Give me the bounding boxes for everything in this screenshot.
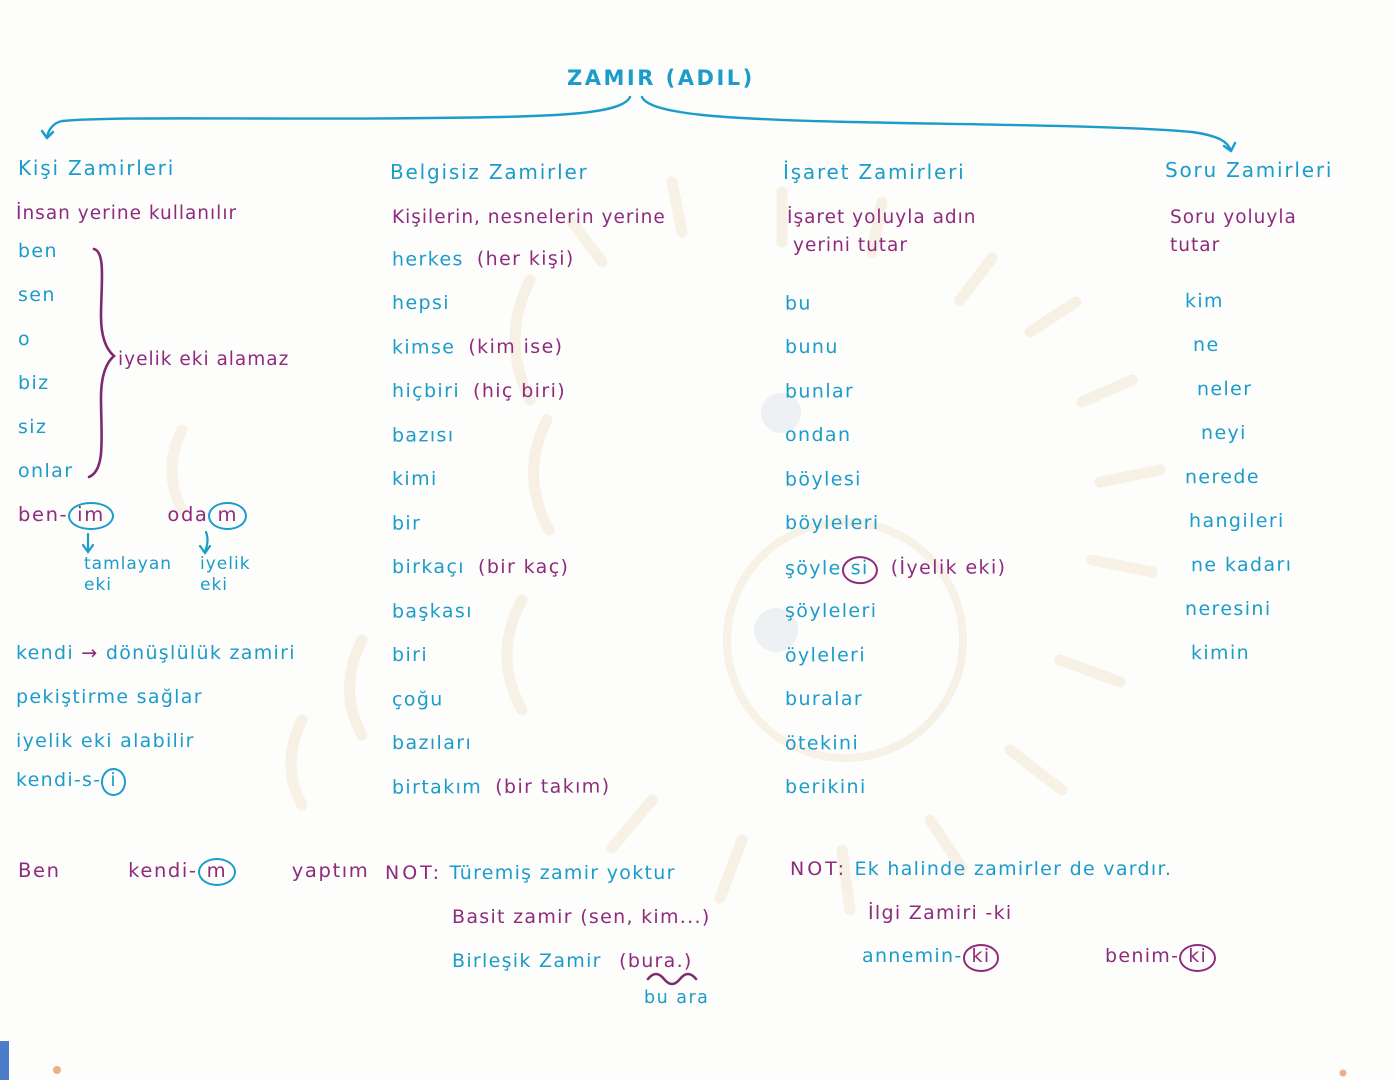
kendisi-example: kendi-s-i bbox=[16, 768, 127, 796]
list-item: neresini bbox=[1185, 598, 1272, 620]
suffix-label-tamlayan: tamlayan eki bbox=[84, 554, 173, 595]
list-item: kim bbox=[1184, 290, 1225, 313]
list-item: kimi bbox=[392, 468, 438, 490]
list-item: berikini bbox=[785, 776, 867, 798]
list-item: kimse (kim ise) bbox=[391, 335, 564, 359]
kendi-note: pekiştirme sağlar bbox=[16, 686, 203, 708]
pronoun-item: sen bbox=[18, 284, 56, 306]
list-item: neyi bbox=[1201, 422, 1247, 444]
wavy-underline bbox=[646, 972, 698, 986]
circled-suffix: ki bbox=[962, 944, 1000, 972]
pronoun-item: o bbox=[17, 328, 32, 351]
ilgi-example-2: benim-ki bbox=[1105, 944, 1217, 972]
interrogative-pronoun-list: kim ne neler neyi nerede hangileri ne ka… bbox=[1184, 290, 1293, 686]
personal-pronoun-list: ben sen o biz siz onlar bbox=[18, 240, 73, 504]
list-item: öyleleri bbox=[784, 644, 867, 667]
list-item: başkası bbox=[391, 600, 473, 623]
arrow-right: → bbox=[81, 642, 99, 664]
scan-artifact bbox=[1339, 1069, 1347, 1077]
list-item: buralar bbox=[785, 688, 864, 710]
list-item: ondan bbox=[785, 424, 852, 446]
brace-note: iyelik eki alamaz bbox=[118, 349, 290, 370]
list-item: bazıları bbox=[392, 732, 473, 754]
desc-kisi: İnsan yerine kullanılır bbox=[16, 203, 238, 224]
suffix-arrows bbox=[81, 530, 212, 555]
list-item: birtakım (bir takım) bbox=[391, 775, 611, 799]
list-item: ne kadarı bbox=[1190, 553, 1293, 577]
brace bbox=[87, 247, 116, 479]
pronoun-item: biz bbox=[18, 372, 50, 394]
note-belgisiz-line2: Basit zamir (sen, kim...) bbox=[452, 906, 711, 928]
list-item: bunlar bbox=[784, 380, 855, 403]
pronoun-item: onlar bbox=[18, 460, 74, 482]
pronoun-item: ben bbox=[17, 239, 58, 263]
kendi-note: iyelik eki alabilir bbox=[16, 730, 195, 752]
list-item: bu bbox=[784, 292, 812, 315]
note-belgisiz-annotation: bu ara bbox=[644, 988, 710, 1008]
list-item: ne bbox=[1193, 334, 1220, 356]
indefinite-pronoun-list: herkes (her kişi) hepsi kimse (kim ise) hi… bbox=[392, 248, 611, 820]
circled-suffix: i bbox=[101, 768, 127, 796]
ilgi-example-1: annemin-ki bbox=[862, 944, 1000, 972]
list-item: birkaçı (bir kaç) bbox=[392, 556, 570, 578]
kendi-line: kendi → dönüşlülük zamiri bbox=[16, 642, 296, 664]
circled-suffix: im bbox=[68, 502, 114, 531]
desc-belgisiz: Kişilerin, nesnelerin yerine bbox=[392, 207, 666, 228]
desc-soru: Soru yoluyla tutar bbox=[1170, 207, 1297, 256]
list-item: ötekini bbox=[784, 732, 860, 755]
circled-suffix: ki bbox=[1179, 944, 1217, 972]
circled-suffix: si bbox=[841, 556, 878, 585]
list-item-soylesi: şöyle si (İyelik eki) bbox=[785, 555, 1007, 600]
list-item: bir bbox=[391, 512, 422, 535]
list-item: şöyleleri bbox=[785, 600, 878, 622]
word-base: ben- bbox=[18, 503, 69, 526]
list-item: kimin bbox=[1190, 641, 1251, 665]
list-item: neler bbox=[1196, 377, 1253, 401]
circled-suffix: m bbox=[208, 502, 248, 531]
note-belgisiz-line1: NOT: Türemiş zamir yoktur bbox=[385, 862, 676, 884]
demonstrative-pronoun-list: bu bunu bunlar ondan böylesi böyleleri ş… bbox=[784, 292, 1007, 820]
header-belgisiz-zamirler: Belgisiz Zamirler bbox=[390, 160, 589, 184]
suffix-example-row: ben-im oda m bbox=[18, 502, 248, 531]
note-isaret-line1: NOT: Ek halinde zamirler de vardır. bbox=[790, 858, 1173, 880]
header-kisi-zamirleri: Kişi Zamirleri bbox=[18, 156, 176, 180]
suffix-label-iyelik: iyelik eki bbox=[200, 554, 251, 595]
note-belgisiz-line3: Birleşik Zamir (bura.) bbox=[452, 950, 693, 972]
list-item: böylesi bbox=[784, 468, 862, 491]
header-soru-zamirleri: Soru Zamirleri bbox=[1165, 158, 1334, 182]
list-item: hepsi bbox=[392, 292, 450, 314]
word-base: oda bbox=[167, 503, 209, 526]
scan-artifact bbox=[53, 1066, 61, 1074]
list-item: böyleleri bbox=[785, 512, 880, 534]
list-item: herkes (her kişi) bbox=[391, 247, 575, 271]
background-doodle-sun bbox=[166, 176, 1166, 916]
list-item: nerede bbox=[1184, 465, 1260, 489]
list-item: çoğu bbox=[391, 688, 444, 711]
list-item: bazısı bbox=[391, 424, 455, 447]
pronoun-item: siz bbox=[17, 415, 48, 439]
header-isaret-zamirleri: İşaret Zamirleri bbox=[783, 160, 966, 184]
scan-artifact bbox=[0, 1041, 9, 1080]
list-item: hiçbiri (hiç biri) bbox=[392, 380, 567, 402]
note-isaret-line2: İlgi Zamiri -ki bbox=[868, 902, 1013, 924]
desc-isaret: İşaret yoluyla adın yerini tutar bbox=[787, 207, 977, 256]
list-item: bunu bbox=[785, 336, 839, 358]
example-sentence: Ben kendi-m yaptım bbox=[18, 858, 369, 887]
branch-connector-lines bbox=[40, 95, 1237, 153]
list-item: hangileri bbox=[1189, 510, 1285, 532]
page-title: ZAMIR (ADIL) bbox=[567, 66, 755, 90]
list-item: biri bbox=[392, 644, 429, 666]
circled-suffix: m bbox=[197, 858, 237, 887]
